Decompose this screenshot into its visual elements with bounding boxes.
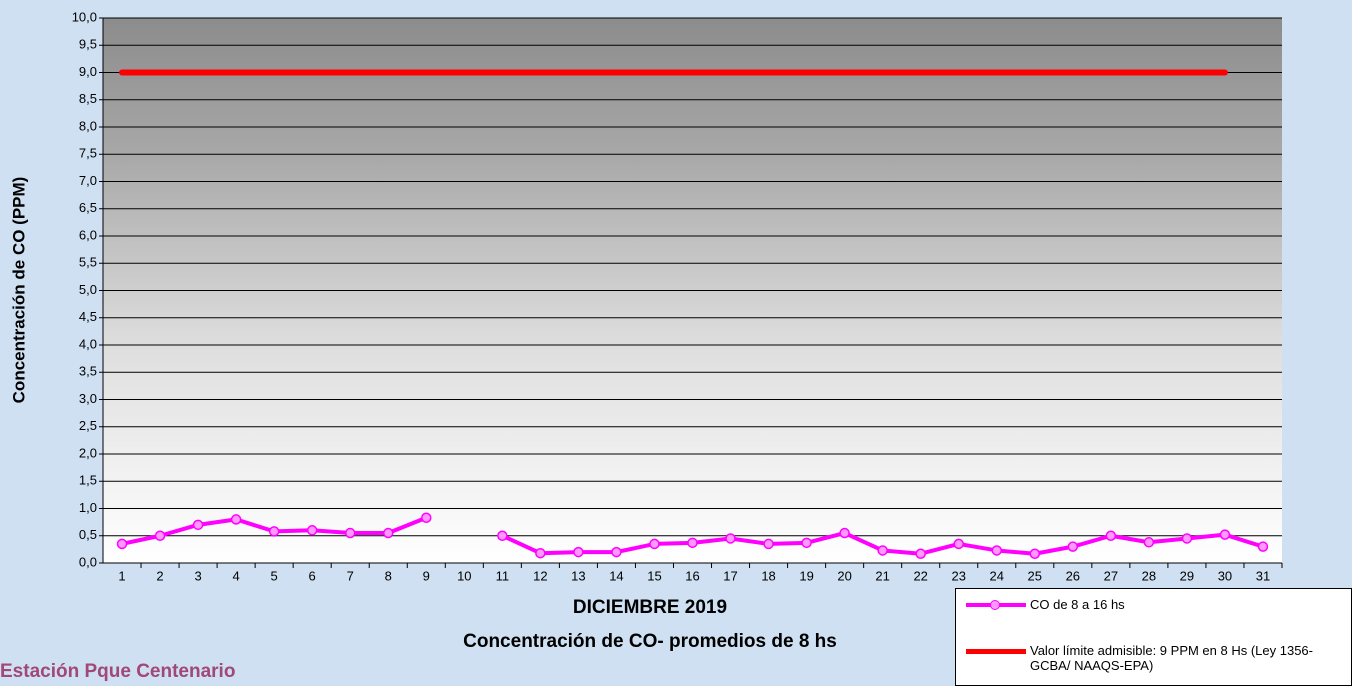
x-tick-label: 1 <box>118 568 125 583</box>
x-tick-label: 26 <box>1066 568 1080 583</box>
x-tick-label: 12 <box>533 568 547 583</box>
data-point <box>1144 538 1153 547</box>
y-tick-label: 2,0 <box>79 445 97 460</box>
x-tick-label: 13 <box>571 568 585 583</box>
x-tick-label: 25 <box>1028 568 1042 583</box>
data-point <box>688 538 697 547</box>
x-tick-label: 10 <box>457 568 471 583</box>
legend-swatch <box>966 649 1026 654</box>
x-tick-label: 29 <box>1180 568 1194 583</box>
x-tick-label: 22 <box>913 568 927 583</box>
x-tick-label: 6 <box>309 568 316 583</box>
x-tick-label: 17 <box>723 568 737 583</box>
x-tick-label: 11 <box>496 568 510 583</box>
x-tick-label: 27 <box>1104 568 1118 583</box>
data-point <box>1182 534 1191 543</box>
x-tick-label: 30 <box>1218 568 1232 583</box>
y-tick-label: 4,5 <box>79 309 97 324</box>
data-point <box>156 531 165 540</box>
data-point <box>498 531 507 540</box>
data-point <box>308 526 317 535</box>
legend-label: Valor límite admisible: 9 PPM en 8 Hs (L… <box>1030 643 1340 673</box>
y-tick-label: 5,5 <box>79 255 97 270</box>
chart-title: DICIEMBRE 2019 <box>573 597 727 618</box>
y-tick-label: 8,5 <box>79 91 97 106</box>
x-tick-label: 24 <box>990 568 1004 583</box>
x-tick-label: 31 <box>1256 568 1270 583</box>
y-tick-label: 3,5 <box>79 364 97 379</box>
y-tick-label: 7,5 <box>79 146 97 161</box>
data-point <box>536 549 545 558</box>
y-tick-label: 9,5 <box>79 37 97 52</box>
data-point <box>194 520 203 529</box>
legend-item: Valor límite admisible: 9 PPM en 8 Hs (L… <box>966 643 1340 673</box>
data-point <box>1258 542 1267 551</box>
y-tick-label: 6,0 <box>79 227 97 242</box>
x-tick-label: 19 <box>799 568 813 583</box>
y-tick-label: 2,5 <box>79 418 97 433</box>
page: DICIEMBRE 2019 Concentración de CO- prom… <box>0 0 1352 686</box>
y-tick-label: 10,0 <box>72 9 97 24</box>
x-tick-label: 18 <box>761 568 775 583</box>
data-point <box>612 548 621 557</box>
data-point <box>270 527 279 536</box>
y-axis-label: Concentración de CO (PPM) <box>9 177 28 404</box>
data-point <box>346 529 355 538</box>
data-point <box>726 534 735 543</box>
x-tick-label: 2 <box>156 568 163 583</box>
legend-item: CO de 8 a 16 hs <box>966 597 1340 612</box>
x-tick-label: 5 <box>271 568 278 583</box>
data-point <box>118 539 127 548</box>
data-point <box>1106 531 1115 540</box>
y-tick-label: 0,0 <box>79 554 97 569</box>
data-point <box>954 539 963 548</box>
y-tick-label: 0,5 <box>79 527 97 542</box>
data-point <box>1030 549 1039 558</box>
data-point <box>840 529 849 538</box>
x-tick-label: 21 <box>875 568 889 583</box>
x-tick-label: 14 <box>609 568 623 583</box>
x-tick-label: 28 <box>1142 568 1156 583</box>
legend-swatch <box>966 603 1026 607</box>
data-point <box>650 539 659 548</box>
data-point <box>422 513 431 522</box>
chart-subtitle: Concentración de CO- promedios de 8 hs <box>463 631 837 652</box>
x-tick-label: 20 <box>837 568 851 583</box>
x-tick-label: 23 <box>951 568 965 583</box>
x-tick-label: 4 <box>232 568 239 583</box>
legend: CO de 8 a 16 hs Valor límite admisible: 9… <box>955 588 1352 686</box>
data-point <box>1068 542 1077 551</box>
y-tick-label: 1,5 <box>79 473 97 488</box>
x-tick-label: 7 <box>347 568 354 583</box>
data-point <box>232 515 241 524</box>
x-tick-label: 8 <box>385 568 392 583</box>
x-tick-label: 16 <box>685 568 699 583</box>
data-point <box>574 548 583 557</box>
data-point <box>916 549 925 558</box>
data-point <box>764 539 773 548</box>
station-label: Estación Pque Centenario <box>0 661 235 682</box>
y-tick-label: 4,0 <box>79 336 97 351</box>
data-point <box>1220 530 1229 539</box>
y-tick-label: 6,5 <box>79 200 97 215</box>
data-point <box>992 546 1001 555</box>
x-tick-label: 3 <box>194 568 201 583</box>
y-tick-label: 7,0 <box>79 173 97 188</box>
y-tick-label: 5,0 <box>79 282 97 297</box>
legend-marker <box>990 600 1000 610</box>
data-point <box>802 538 811 547</box>
y-tick-label: 1,0 <box>79 500 97 515</box>
y-tick-label: 9,0 <box>79 64 97 79</box>
data-point <box>878 546 887 555</box>
chart: DICIEMBRE 2019 Concentración de CO- prom… <box>0 0 1352 686</box>
x-tick-label: 9 <box>423 568 430 583</box>
x-tick-label: 15 <box>647 568 661 583</box>
data-point <box>384 529 393 538</box>
legend-label: CO de 8 a 16 hs <box>1030 597 1340 612</box>
y-tick-label: 3,0 <box>79 391 97 406</box>
y-tick-label: 8,0 <box>79 118 97 133</box>
